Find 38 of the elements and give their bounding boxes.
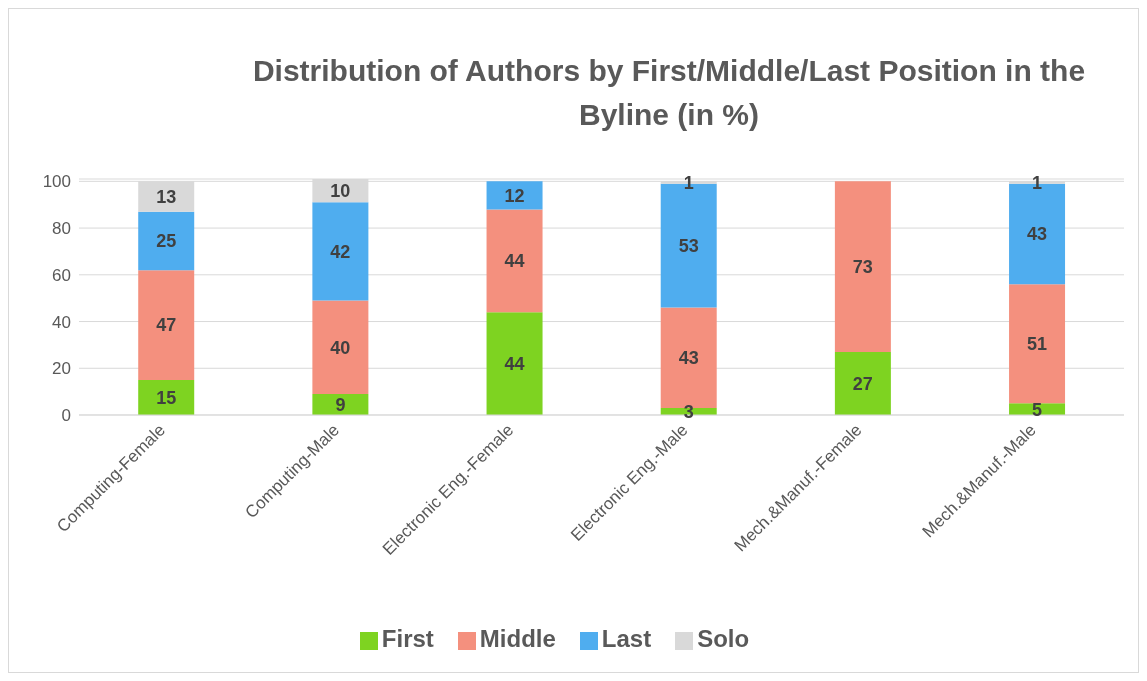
data-label: 9 <box>335 394 346 415</box>
y-tick-label: 0 <box>61 406 71 426</box>
data-label: 73 <box>852 257 873 278</box>
bar <box>312 300 369 394</box>
data-label: 43 <box>1027 224 1048 245</box>
data-label: 47 <box>156 315 177 336</box>
legend-label: Middle <box>479 625 556 652</box>
bar <box>486 312 543 415</box>
legend-label: Last <box>601 625 652 652</box>
data-label: 43 <box>678 348 699 369</box>
chart-title: Distribution of Authors by First/Middle/Last Position in the Byline (in %) <box>251 53 1087 133</box>
data-label: 10 <box>330 181 351 202</box>
y-tick-label: 20 <box>52 359 71 379</box>
bar <box>834 351 891 415</box>
y-tick-label: 60 <box>52 265 71 285</box>
data-label: 53 <box>678 235 699 256</box>
data-label: 13 <box>156 186 177 207</box>
bar <box>312 202 369 301</box>
legend-label: Solo <box>697 625 750 652</box>
y-tick-label: 40 <box>52 312 71 332</box>
legend-label: First <box>381 625 434 652</box>
data-label: 12 <box>504 185 525 206</box>
data-label: 40 <box>330 337 351 358</box>
bar <box>486 209 543 313</box>
data-label: 27 <box>852 373 873 394</box>
bar <box>138 211 195 271</box>
data-label: 44 <box>504 251 525 272</box>
data-label: 15 <box>156 387 177 408</box>
data-label: 44 <box>504 353 525 374</box>
bar <box>834 181 891 352</box>
data-label: 51 <box>1027 334 1048 355</box>
data-label: 25 <box>156 231 177 252</box>
bar <box>1009 284 1066 404</box>
y-tick-label: 100 <box>42 172 71 192</box>
bar <box>138 270 195 380</box>
data-label: 42 <box>330 241 351 262</box>
bar <box>486 181 543 210</box>
y-tick-label: 80 <box>52 219 71 239</box>
